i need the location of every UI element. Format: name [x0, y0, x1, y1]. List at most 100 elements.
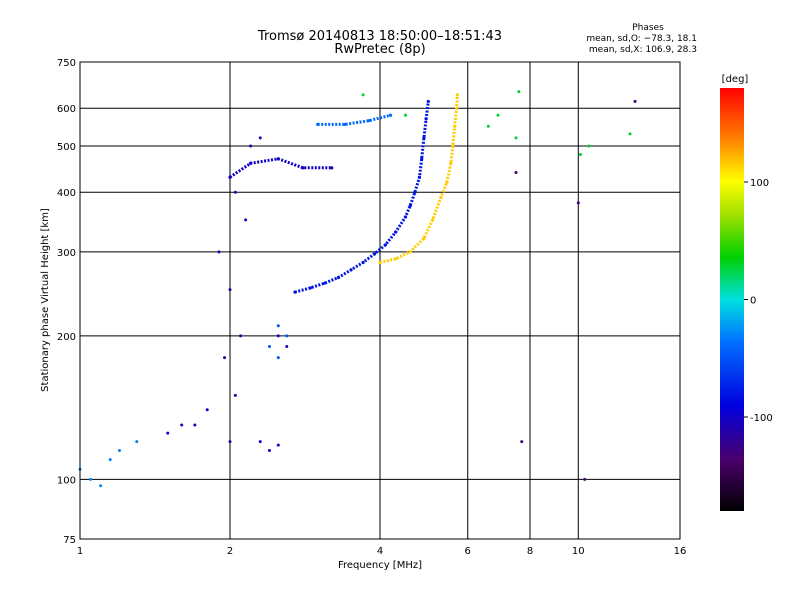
- echo-point: [520, 440, 524, 444]
- trace-point: [394, 257, 398, 261]
- x-tick-label: 6: [465, 546, 471, 557]
- echo-point: [576, 201, 580, 205]
- x-tick-label: 10: [572, 546, 585, 557]
- echo-point: [276, 324, 280, 328]
- trace-point: [330, 166, 334, 170]
- trace-point: [417, 175, 422, 179]
- chart-subtitle: RwPretec (8p): [334, 42, 425, 57]
- trace-point: [249, 161, 253, 165]
- echo-point: [276, 443, 280, 447]
- trace-point: [430, 218, 435, 222]
- stats-o-mode: mean, sd,O: −78.3, 18.1: [586, 34, 697, 44]
- echo-point: [258, 136, 262, 140]
- x-tick-label: 8: [527, 546, 533, 557]
- trace-point: [439, 195, 443, 200]
- echo-point: [108, 458, 112, 462]
- echo-point: [89, 477, 93, 481]
- echo-point: [217, 250, 221, 254]
- colorbar: [720, 88, 744, 511]
- colorbar-label: [deg]: [722, 74, 749, 85]
- trace-point: [424, 117, 428, 121]
- echo-point: [249, 144, 253, 148]
- colorbar-tick-label: -100: [750, 413, 773, 424]
- echo-point: [583, 477, 587, 481]
- y-tick-label: 500: [57, 142, 76, 153]
- echo-point: [223, 356, 227, 360]
- y-axis-ticks: 75 100 200 300 400 500 600 750: [57, 58, 76, 546]
- echo-point: [276, 356, 280, 360]
- echo-point: [205, 408, 209, 412]
- trace-point: [394, 230, 398, 234]
- y-tick-label: 600: [57, 104, 76, 115]
- echo-point: [239, 334, 243, 338]
- trace-point: [343, 122, 347, 126]
- y-tick-label: 75: [63, 535, 76, 546]
- grid-lines: [80, 62, 680, 539]
- y-tick-label: 100: [57, 475, 76, 486]
- echo-point: [633, 99, 637, 103]
- trace-point: [422, 136, 426, 140]
- echo-point: [267, 448, 271, 452]
- colorbar-ticks: 100 0 -100: [744, 178, 773, 424]
- echo-point: [233, 393, 237, 397]
- echo-point: [193, 423, 197, 427]
- trace-point: [276, 157, 280, 161]
- stats-header: Phases: [632, 23, 664, 33]
- x-tick-label: 1: [77, 546, 83, 557]
- y-axis-label: Stationary phase Virtual Height [km]: [40, 208, 51, 392]
- echo-point: [285, 344, 289, 348]
- data-points: [78, 90, 637, 488]
- trace-point: [455, 93, 460, 97]
- trace-point: [420, 157, 424, 161]
- echo-point: [166, 431, 170, 435]
- trace-point: [372, 252, 377, 256]
- echo-point: [517, 90, 521, 94]
- trace-point: [455, 106, 459, 110]
- echo-trace: [294, 101, 430, 294]
- echo-trace: [229, 157, 332, 179]
- echo-point: [578, 152, 582, 156]
- trace-point: [316, 122, 320, 126]
- echo-point: [135, 440, 139, 444]
- echo-point: [496, 113, 500, 117]
- stats-x-mode: mean, sd,X: 106.9, 28.3: [589, 45, 697, 55]
- echo-point: [514, 136, 518, 140]
- trace-point: [403, 215, 408, 219]
- echo-point: [403, 113, 407, 117]
- trace-point: [453, 124, 457, 128]
- trace-point: [422, 236, 426, 241]
- echo-point: [361, 93, 365, 97]
- echo-point: [267, 344, 271, 348]
- trace-point: [383, 243, 387, 247]
- trace-point: [413, 190, 417, 194]
- echo-point: [258, 440, 262, 444]
- trace-point: [301, 166, 305, 170]
- trace-point: [323, 281, 327, 285]
- echo-point: [99, 484, 103, 488]
- y-tick-label: 200: [57, 332, 76, 343]
- trace-point: [451, 144, 455, 148]
- echo-point: [244, 218, 248, 222]
- echo-point: [587, 144, 591, 148]
- y-tick-label: 300: [57, 248, 76, 259]
- trace-point: [336, 275, 340, 280]
- colorbar-tick-label: 100: [750, 178, 769, 189]
- echo-point: [117, 448, 121, 452]
- trace-point: [361, 260, 365, 265]
- trace-point: [426, 99, 430, 104]
- echo-point: [514, 170, 518, 174]
- echo-trace: [317, 113, 391, 126]
- x-axis-ticks: 1 2 4 6 8 10 16: [77, 546, 687, 557]
- echo-point: [228, 440, 232, 444]
- echo-point: [228, 288, 232, 292]
- x-tick-label: 16: [674, 546, 687, 557]
- data-traces: [228, 93, 460, 294]
- echo-point: [628, 132, 632, 136]
- echo-point: [233, 190, 237, 194]
- echo-point: [486, 124, 490, 128]
- trace-point: [408, 250, 412, 254]
- x-axis-label: Frequency [MHz]: [338, 560, 422, 571]
- chart-title: Tromsø 20140813 18:50:00–18:51:43: [257, 29, 502, 44]
- x-tick-label: 4: [377, 546, 383, 557]
